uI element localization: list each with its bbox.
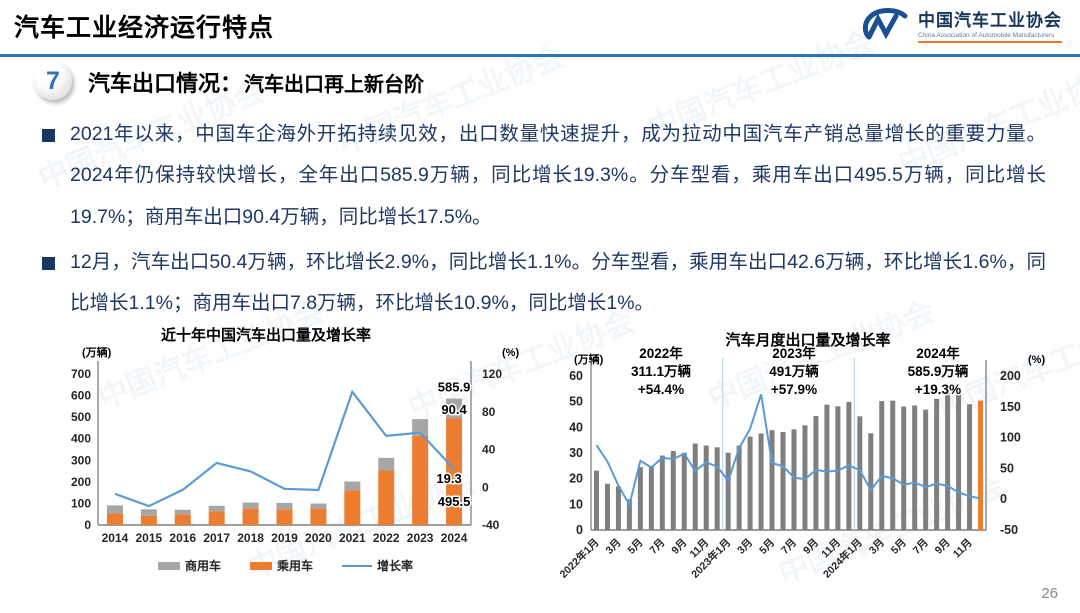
caam-logo-accent-line [918, 41, 1062, 43]
svg-text:30: 30 [569, 446, 583, 460]
header-divider [0, 54, 1080, 57]
year-annotations: 2022年 311.1万辆 +54.4% 2023年 491万辆 +57.9% 2024年 5… [629, 344, 970, 399]
svg-text:0: 0 [1000, 492, 1007, 506]
svg-text:20: 20 [569, 472, 583, 486]
svg-text:400: 400 [71, 432, 91, 446]
monthly-growth-line [595, 393, 981, 508]
section-subtitle: 汽车出口再上新台阶 [244, 74, 425, 96]
svg-text:311.1万辆: 311.1万辆 [631, 363, 692, 379]
svg-text:11月: 11月 [951, 537, 975, 561]
caam-logo-text: 中国汽车工业协会 China Association of Automobile… [918, 6, 1062, 43]
svg-text:50: 50 [569, 395, 583, 409]
svg-text:7月: 7月 [779, 537, 799, 557]
svg-text:5月: 5月 [889, 537, 909, 557]
svg-text:0: 0 [84, 518, 91, 532]
svg-text:60: 60 [569, 369, 583, 383]
svg-text:50: 50 [1000, 461, 1014, 475]
svg-text:40: 40 [482, 443, 496, 457]
svg-text:+57.9%: +57.9% [771, 382, 817, 397]
svg-text:9月: 9月 [933, 537, 953, 557]
svg-text:2015: 2015 [136, 531, 163, 545]
svg-text:3月: 3月 [867, 537, 887, 557]
section-title: 汽车出口情况： [88, 71, 243, 96]
svg-text:2016: 2016 [169, 531, 196, 545]
svg-text:(万辆): (万辆) [82, 345, 112, 359]
svg-text:585.9万辆: 585.9万辆 [908, 363, 969, 379]
annual-growth-line [114, 389, 455, 508]
svg-text:近十年中国汽车出口量及增长率: 近十年中国汽车出口量及增长率 [161, 326, 371, 344]
svg-text:7月: 7月 [911, 537, 931, 557]
caam-logo-name: 中国汽车工业协会 [918, 11, 1062, 30]
svg-text:19.3: 19.3 [436, 471, 461, 486]
caam-logo: 中国汽车工业协会 China Association of Automobile… [857, 6, 1062, 46]
svg-text:-50: -50 [1000, 523, 1018, 537]
section-number-badge: 7 [34, 62, 72, 100]
svg-text:100: 100 [1000, 431, 1021, 445]
svg-text:700: 700 [71, 367, 91, 381]
svg-text:2017: 2017 [203, 531, 230, 545]
bullet-december-summary: 12月，汽车出口50.4万辆，环比增长2.9%，同比增长1.1%。分车型看，乘用… [42, 242, 1046, 325]
caam-logo-subname: China Association of Automobile Manufact… [918, 32, 1055, 39]
svg-text:300: 300 [71, 453, 91, 467]
svg-text:-40: -40 [482, 518, 500, 532]
svg-text:2018: 2018 [237, 531, 264, 545]
svg-text:200: 200 [1000, 369, 1021, 383]
svg-text:2024: 2024 [441, 531, 468, 545]
page-number: 26 [1041, 585, 1058, 602]
svg-text:商用车: 商用车 [185, 558, 221, 573]
monthly-export-chart: 汽车月度出口量及增长率 (万辆) (%) 0 10 20 30 40 50 60 -50 0 50 100… [546, 322, 1066, 608]
svg-text:100: 100 [71, 496, 91, 510]
svg-text:0: 0 [576, 523, 583, 537]
svg-text:585.9: 585.9 [438, 380, 471, 395]
svg-text:150: 150 [1000, 400, 1021, 414]
section-heading: 汽车出口情况： 汽车出口再上新台阶 [88, 66, 424, 98]
svg-text:491万辆: 491万辆 [769, 363, 819, 379]
svg-text:乘用车: 乘用车 [276, 558, 313, 573]
svg-text:(万辆): (万辆) [574, 352, 604, 366]
svg-text:80: 80 [482, 405, 496, 419]
svg-text:10: 10 [569, 497, 583, 511]
bullet-annual-summary: 2021年以来，中国车企海外开拓持续见效，出口数量快速提升，成为拉动中国汽车产销… [42, 114, 1046, 238]
svg-text:2020: 2020 [305, 531, 332, 545]
svg-text:2019: 2019 [271, 531, 298, 545]
svg-text:2022: 2022 [373, 531, 400, 545]
annual-bars [106, 398, 463, 525]
svg-text:2023: 2023 [407, 531, 434, 545]
svg-text:3月: 3月 [604, 537, 624, 557]
svg-text:汽车月度出口量及增长率: 汽车月度出口量及增长率 [725, 331, 890, 349]
svg-text:200: 200 [71, 475, 91, 489]
svg-text:2024年: 2024年 [916, 345, 960, 361]
monthly-export-chart-svg: 汽车月度出口量及增长率 (万辆) (%) 0 10 20 30 40 50 60 -50 0 50 100… [557, 331, 1046, 581]
svg-text:120: 120 [482, 367, 502, 381]
svg-text:2014: 2014 [102, 531, 129, 545]
svg-text:2022年: 2022年 [639, 345, 683, 361]
svg-text:2023年: 2023年 [772, 345, 816, 361]
annual-chart-legend: 商用车 乘用车 增长率 [158, 558, 413, 573]
svg-text:2022年1月: 2022年1月 [557, 536, 602, 581]
caam-logo-icon [862, 8, 908, 40]
svg-text:增长率: 增长率 [377, 558, 413, 573]
bullet-list: 2021年以来，中国车企海外开拓持续见效，出口数量快速提升，成为拉动中国汽车产销… [42, 114, 1046, 329]
svg-text:+54.4%: +54.4% [638, 382, 684, 397]
svg-text:+19.3%: +19.3% [915, 382, 961, 397]
svg-text:9月: 9月 [801, 537, 821, 557]
svg-text:600: 600 [71, 389, 91, 403]
svg-text:9月: 9月 [669, 537, 689, 557]
annual-export-chart: 近十年中国汽车出口量及增长率 (万辆) (%) 0 100 200 300 400 500 600… [58, 322, 540, 600]
svg-text:5月: 5月 [625, 537, 645, 557]
svg-text:90.4: 90.4 [441, 402, 467, 417]
svg-text:495.5: 495.5 [438, 494, 471, 509]
svg-text:(%): (%) [502, 347, 519, 359]
svg-text:5月: 5月 [757, 537, 777, 557]
page-title: 汽车工业经济运行特点 [14, 14, 275, 42]
monthly-bars [593, 390, 984, 530]
annual-export-chart-svg: 近十年中国汽车出口量及增长率(万辆) (%)0100200300400500600… [71, 326, 519, 573]
svg-text:7月: 7月 [647, 537, 667, 557]
svg-text:500: 500 [71, 410, 91, 424]
svg-text:(%): (%) [1028, 354, 1045, 366]
svg-text:3月: 3月 [735, 537, 755, 557]
svg-text:40: 40 [569, 420, 583, 434]
svg-text:0: 0 [482, 480, 489, 494]
svg-text:2021: 2021 [339, 531, 366, 545]
